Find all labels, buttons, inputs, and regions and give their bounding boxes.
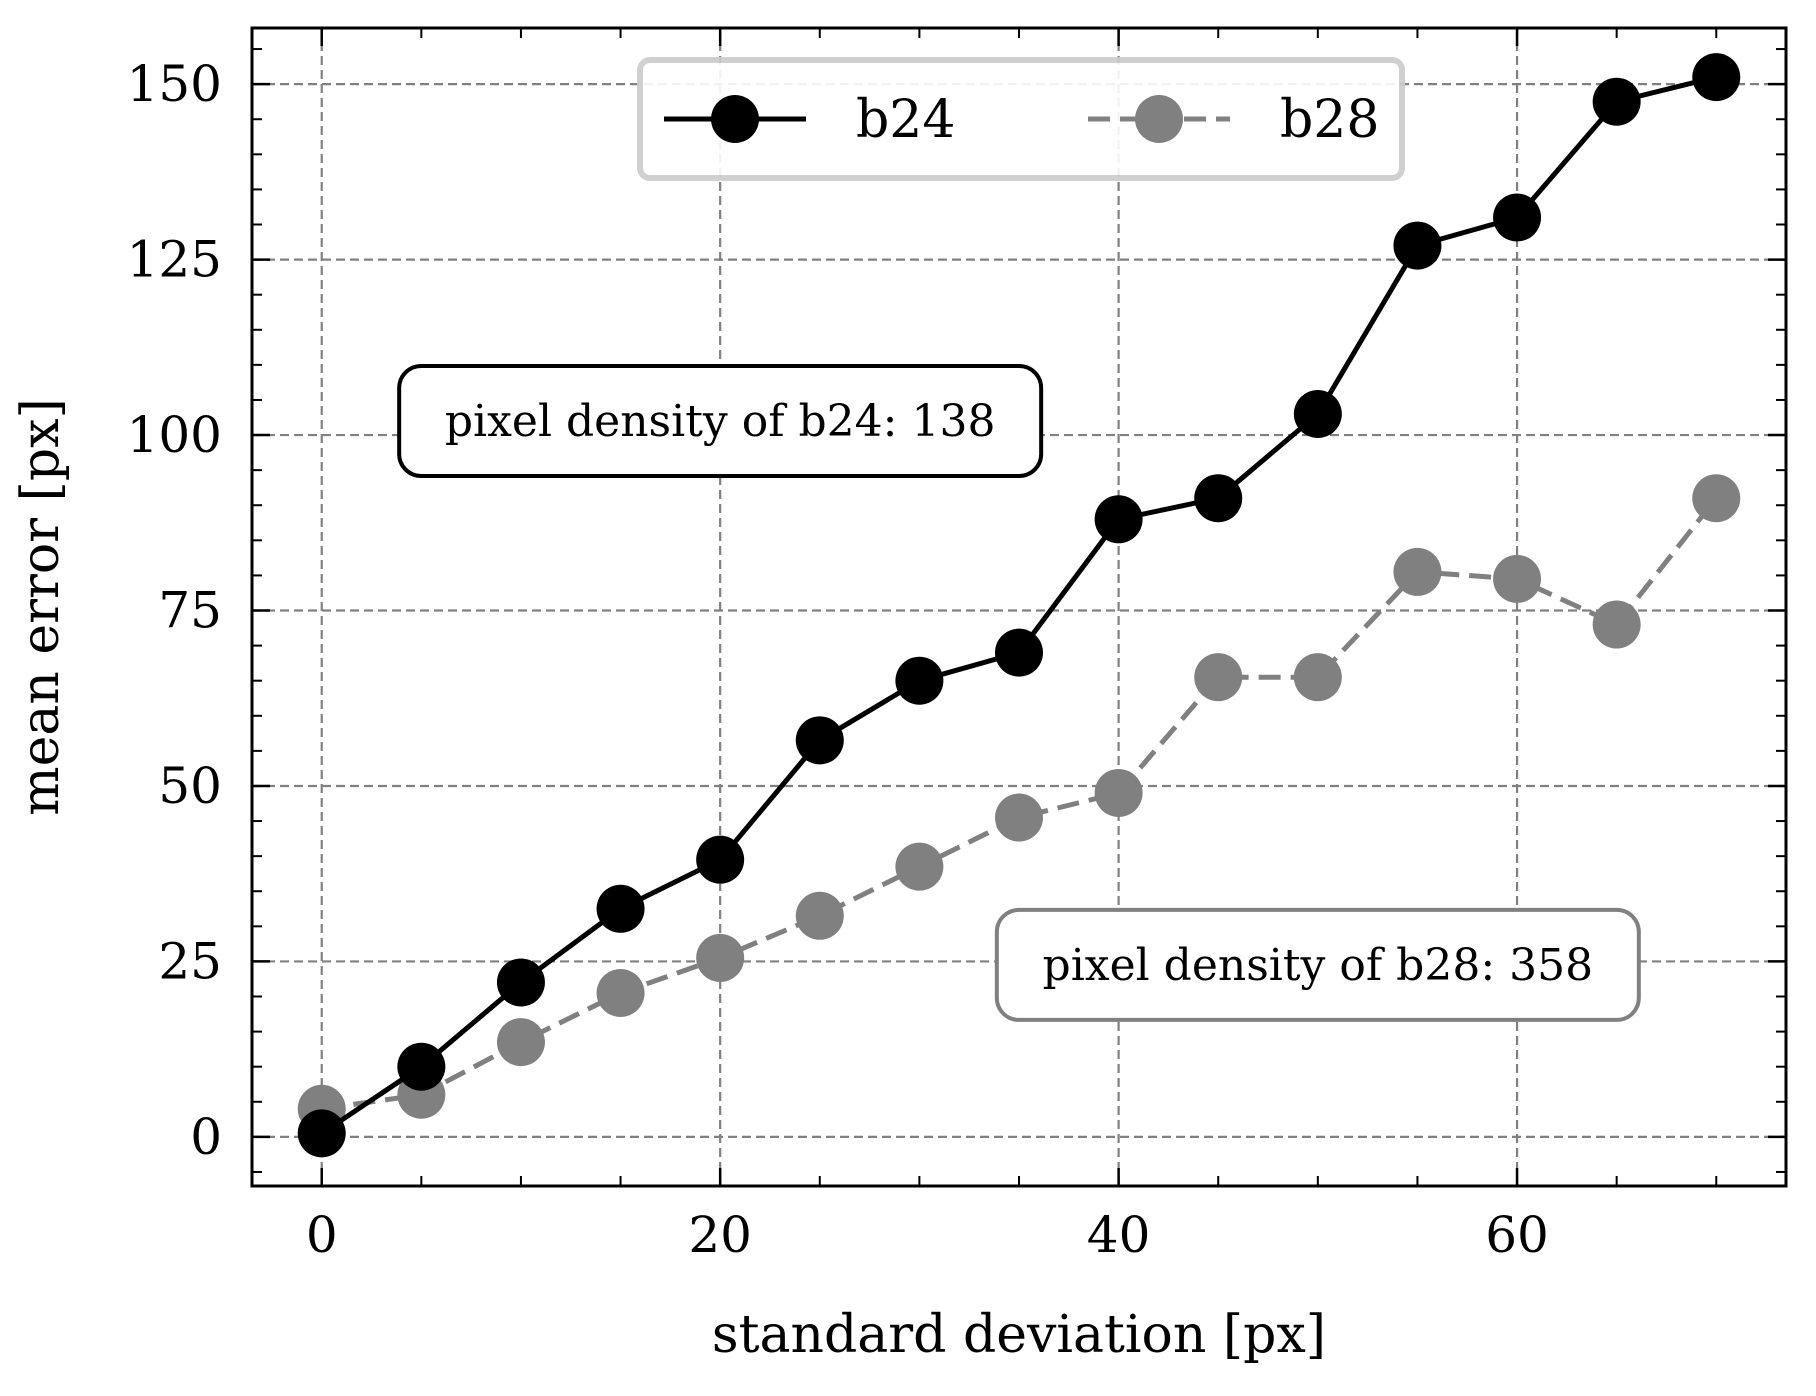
- data-point-b28: [895, 842, 944, 891]
- x-axis-label: standard deviation [px]: [712, 1305, 1326, 1365]
- data-point-b24: [496, 958, 545, 1007]
- data-point-b24: [1692, 53, 1741, 102]
- y-tick-label: 125: [127, 231, 222, 289]
- series-line-b28: [321, 496, 1719, 1112]
- data-point-b28: [496, 1018, 545, 1067]
- data-point-b28: [1293, 653, 1342, 702]
- data-point-b28: [795, 891, 844, 940]
- legend-marker-b24: [711, 95, 759, 143]
- data-point-b24: [596, 884, 645, 933]
- data-point-b24: [795, 716, 844, 765]
- y-tick-label: 100: [127, 406, 222, 464]
- x-tick-label: 0: [306, 1206, 338, 1264]
- data-point-b24: [895, 656, 944, 705]
- data-point-b28: [1194, 653, 1243, 702]
- series-b28: [297, 474, 1741, 1133]
- y-tick-label: 0: [190, 1108, 222, 1166]
- x-tick-label: 60: [1485, 1206, 1549, 1264]
- data-point-b28: [1493, 554, 1542, 603]
- x-tick-label: 40: [1087, 1206, 1151, 1264]
- data-point-b28: [1692, 474, 1741, 523]
- y-axis-label: mean error [px]: [11, 398, 71, 815]
- y-tick-label: 75: [158, 582, 222, 640]
- legend-frame: [637, 57, 1405, 181]
- data-point-b24: [297, 1109, 346, 1158]
- data-point-b24: [696, 835, 745, 884]
- data-series: [297, 53, 1741, 1158]
- data-point-b24: [995, 628, 1043, 677]
- data-point-b24: [1293, 390, 1342, 438]
- data-point-b28: [1592, 600, 1641, 649]
- data-point-b24: [1592, 77, 1641, 126]
- data-point-b28: [995, 793, 1043, 842]
- legend-label-b28: b28: [1280, 90, 1379, 150]
- annotation-text: pixel density of b28: 358: [1043, 940, 1594, 991]
- data-point-b28: [696, 933, 745, 982]
- y-tick-label: 25: [158, 932, 222, 990]
- annotations: pixel density of b24: 138 pixel density o…: [397, 364, 1641, 1022]
- data-point-b24: [1194, 474, 1243, 523]
- annotation-box: [397, 364, 1044, 479]
- data-point-b28: [596, 969, 645, 1017]
- legend-marker-b28: [1135, 95, 1183, 143]
- data-point-b24: [397, 1042, 446, 1091]
- x-tick-label: 20: [688, 1206, 752, 1264]
- legend: b24 b28: [637, 57, 1405, 181]
- data-point-b24: [1094, 495, 1143, 544]
- y-tick-label: 50: [158, 757, 222, 815]
- data-point-b28: [1094, 768, 1143, 817]
- data-point-b28: [1393, 547, 1442, 596]
- series-b24: [297, 53, 1741, 1158]
- axis-ticks: 0 20 40 60 0 25 50 75 100 125 150: [127, 28, 1786, 1264]
- data-point-b24: [1393, 221, 1442, 270]
- data-point-b24: [1493, 193, 1542, 242]
- legend-label-b24: b24: [856, 90, 955, 150]
- annotation-text: pixel density of b24: 138: [445, 396, 996, 447]
- y-tick-label: 150: [127, 55, 222, 113]
- annotation-box: [994, 907, 1641, 1022]
